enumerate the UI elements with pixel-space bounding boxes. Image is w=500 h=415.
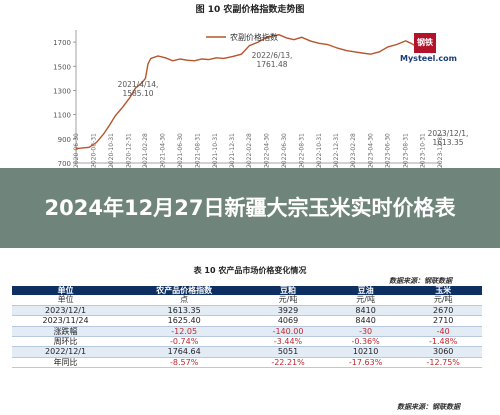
x-tick-label: 2021-02-28 bbox=[142, 133, 149, 168]
table-cell: 年同比 bbox=[12, 357, 120, 369]
table-cell: 3060 bbox=[404, 346, 482, 358]
x-tick-label: 2021-04-30 bbox=[160, 133, 167, 168]
x-tick-label: 2021-06-30 bbox=[177, 133, 184, 168]
x-tick-label: 2023-12-31 bbox=[437, 133, 444, 168]
price-index-chart: 700 900 1100 1300 1500 1700 2020-06-30 2020-08-… bbox=[0, 18, 500, 168]
x-tick-label: 2023-06-30 bbox=[385, 133, 392, 168]
y-tick-label: 900 bbox=[58, 136, 71, 144]
unit-cell: 点 bbox=[119, 295, 250, 306]
x-tick-label: 2023-08-31 bbox=[402, 133, 409, 168]
price-table: 单位 农产品价格指数 豆粕 豆油 玉米 单位 点 元/吨 元/吨 元/吨 202… bbox=[12, 286, 482, 369]
x-tick-label: 2022-06-30 bbox=[281, 133, 288, 168]
series-line bbox=[75, 33, 436, 150]
table-cell: -12.05 bbox=[119, 326, 250, 338]
table-cell: 2710 bbox=[404, 315, 482, 327]
logo-site: Mysteel.com bbox=[400, 54, 457, 63]
table-cell: 周环比 bbox=[12, 336, 120, 348]
table-row: 周环比 -0.74% -3.44% -0.36% -1.48% bbox=[12, 336, 482, 348]
table-cell: 2670 bbox=[404, 305, 482, 317]
table-cell: 2023/12/1 bbox=[12, 305, 120, 317]
header-cell: 玉米 bbox=[404, 286, 482, 296]
y-tick-label: 1300 bbox=[53, 87, 71, 95]
unit-cell: 元/吨 bbox=[404, 295, 482, 306]
x-tick-label: 2022-10-31 bbox=[316, 133, 323, 168]
x-tick-label: 2022-04-30 bbox=[263, 133, 270, 168]
y-tick-label: 1700 bbox=[53, 39, 71, 47]
unit-cell: 元/吨 bbox=[326, 295, 405, 306]
table-row: 涨跌幅 -12.05 -140.00 -30 -40 bbox=[12, 326, 482, 338]
x-tick-label: 2022-12-31 bbox=[333, 133, 340, 168]
table-cell: -30 bbox=[326, 326, 405, 338]
table-cell: -17.63% bbox=[326, 357, 405, 369]
table-cell: -0.36% bbox=[326, 336, 405, 348]
x-tick-label: 2021-08-31 bbox=[195, 133, 202, 168]
x-tick-label: 2022-08-31 bbox=[298, 133, 305, 168]
table-cell: 涨跌幅 bbox=[12, 326, 120, 338]
table-cell: 4069 bbox=[249, 315, 327, 327]
table-cell: 1764.64 bbox=[119, 346, 250, 358]
annotation-date: 2022/6/13, bbox=[252, 51, 293, 60]
bottom-source: 数据来源：钢联数据 bbox=[397, 403, 460, 411]
annotation-value: 1613.35 bbox=[432, 138, 463, 147]
banner-title: 2024年12月27日新疆大宗玉米实时价格表 bbox=[44, 195, 456, 220]
x-tick-label: 2023-04-30 bbox=[367, 133, 374, 168]
y-tick-label: 700 bbox=[58, 160, 71, 168]
table-row: 2023/12/1 1613.35 3929 8410 2670 bbox=[12, 305, 482, 317]
mysteel-logo: 钢铁 Mysteel.com bbox=[400, 30, 457, 64]
table-cell: -12.75% bbox=[404, 357, 482, 369]
table-row: 年同比 -8.57% -22.21% -17.63% -12.75% bbox=[12, 357, 482, 369]
table-cell: -1.48% bbox=[404, 336, 482, 348]
table-cell: -3.44% bbox=[249, 336, 327, 348]
legend-label: 农副价格指数 bbox=[230, 32, 278, 42]
table-cell: 1613.35 bbox=[119, 305, 250, 317]
annotation-date: 2021/4/14, bbox=[118, 80, 159, 89]
x-tick-label: 2021-12-31 bbox=[229, 133, 236, 168]
table-cell: 8440 bbox=[326, 315, 405, 327]
x-tick-label: 2022-02-28 bbox=[246, 133, 253, 168]
table-row: 2022/12/1 1764.64 5051 10210 3060 bbox=[12, 346, 482, 358]
logo-mark: 钢铁 bbox=[414, 33, 436, 53]
table-cell: -0.74% bbox=[119, 336, 250, 348]
figure-title: 图 10 农副价格指数走势图 bbox=[195, 5, 305, 15]
table-units-row: 单位 点 元/吨 元/吨 元/吨 bbox=[12, 295, 482, 306]
chart-svg: 700 900 1100 1300 1500 1700 2020-06-30 2020-08-… bbox=[53, 30, 469, 168]
annotation-value: 1761.48 bbox=[256, 60, 287, 69]
table-cell: 5051 bbox=[249, 346, 327, 358]
table-cell: 8410 bbox=[326, 305, 405, 317]
annotation-value: 1585.10 bbox=[122, 89, 153, 98]
header-cell: 豆粕 bbox=[249, 286, 327, 296]
unit-cell: 元/吨 bbox=[249, 295, 327, 306]
table-cell: 2022/12/1 bbox=[12, 346, 120, 358]
unit-cell: 单位 bbox=[12, 295, 120, 306]
x-tick-label: 2020-10-31 bbox=[108, 133, 115, 168]
table-cell: -140.00 bbox=[249, 326, 327, 338]
y-tick-label: 1100 bbox=[53, 112, 71, 120]
table-cell: -8.57% bbox=[119, 357, 250, 369]
table-cell: -40 bbox=[404, 326, 482, 338]
header-cell: 豆油 bbox=[326, 286, 405, 296]
header-cell: 农产品价格指数 bbox=[119, 286, 250, 296]
x-tick-label: 2023-02-28 bbox=[350, 133, 357, 168]
table-row: 2023/11/24 1625.40 4069 8440 2710 bbox=[12, 315, 482, 327]
title-banner: 2024年12月27日新疆大宗玉米实时价格表 bbox=[0, 168, 500, 248]
table-source: 数据来源：钢联数据 bbox=[389, 277, 452, 285]
table-cell: 2023/11/24 bbox=[12, 315, 120, 327]
table-header-row: 单位 农产品价格指数 豆粕 豆油 玉米 bbox=[12, 286, 482, 296]
table-cell: 1625.40 bbox=[119, 315, 250, 327]
table-caption: 表 10 农产品市场价格变化情况 bbox=[193, 266, 307, 275]
table-cell: -22.21% bbox=[249, 357, 327, 369]
table-cell: 3929 bbox=[249, 305, 327, 317]
x-tick-label: 2020-08-31 bbox=[91, 133, 98, 168]
x-tick-label: 2020-12-31 bbox=[125, 133, 132, 168]
table-cell: 10210 bbox=[326, 346, 405, 358]
annotation-date: 2023/12/1, bbox=[428, 129, 469, 138]
x-tick-label: 2023-10-31 bbox=[420, 133, 427, 168]
y-tick-label: 1500 bbox=[53, 63, 71, 71]
header-cell: 单位 bbox=[12, 286, 120, 296]
x-tick-label: 2021-10-31 bbox=[212, 133, 219, 168]
x-tick-label: 2020-06-30 bbox=[73, 133, 80, 168]
